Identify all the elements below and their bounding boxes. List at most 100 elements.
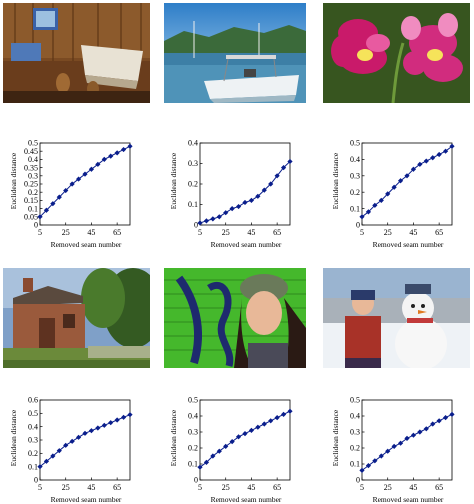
chart-6-xtick-label: 5 — [360, 483, 364, 492]
chart-6-xlabel: Removed seam number — [373, 495, 444, 504]
chart-3-xtick-label: 45 — [409, 228, 417, 237]
chart-2-point — [235, 203, 242, 210]
chart-1-point — [37, 214, 43, 220]
chart-5-ytick-label: 0.2 — [188, 444, 198, 453]
chart-2-point — [210, 216, 216, 222]
chart-5-series-line — [199, 410, 291, 468]
chart-1-ytick-label: 0.35 — [24, 163, 38, 172]
photo-brick-house — [3, 268, 150, 368]
chart-3-point — [449, 143, 455, 149]
chart-4-xtick-label: 25 — [62, 483, 70, 492]
chart-3-point — [436, 151, 442, 158]
chart-6-xtick-label: 25 — [384, 483, 392, 492]
photo-orchid-flowers — [323, 3, 470, 103]
photo-workshop — [3, 3, 150, 103]
chart-1-xtick-label: 5 — [38, 228, 42, 237]
chart-1-point — [50, 201, 56, 207]
chart-4-point — [50, 453, 56, 459]
chart-2-series-line — [199, 161, 291, 224]
chart-2: Euclidean distance Removed seam number 0… — [168, 137, 296, 249]
chart-2-xtick-label: 5 — [198, 228, 202, 237]
chart-3-point — [430, 155, 436, 161]
chart-4: Euclidean distance Removed seam number 0… — [8, 394, 136, 504]
chart-4-xtick-label: 5 — [38, 483, 42, 492]
chart-5-point — [255, 424, 261, 430]
chart-1-frame — [39, 142, 131, 226]
chart-1-xlabel: Removed seam number — [51, 240, 122, 249]
chart-3-ylabel: Euclidean distance — [331, 152, 340, 209]
chart-2-ytick-label: 0.1 — [188, 200, 198, 209]
chart-6-point — [378, 453, 384, 459]
chart-2-point — [216, 214, 222, 220]
chart-2-point — [223, 210, 229, 216]
chart-6-ytick-label: 0.1 — [350, 460, 360, 469]
chart-6-ytick-label: 0.4 — [350, 412, 360, 421]
chart-5-point — [274, 415, 280, 421]
chart-4-xtick-label: 65 — [113, 483, 121, 492]
chart-6-ylabel: Euclidean distance — [331, 409, 340, 466]
chart-3-ytick-label: 0.5 — [350, 139, 360, 148]
chart-4-point — [75, 434, 82, 440]
photo-harbor-boat — [164, 3, 306, 103]
chart-2-ytick-label: 0 — [194, 221, 198, 230]
chart-5-ytick-label: 0.3 — [188, 428, 198, 437]
chart-6-point — [359, 467, 365, 473]
chart-5-point — [248, 427, 255, 433]
chart-4-series-line — [39, 414, 131, 468]
chart-1-ytick-label: 0.45 — [24, 147, 38, 156]
chart-1-point — [82, 171, 88, 177]
chart-4-ytick-label: 0.2 — [28, 449, 38, 458]
chart-1-ytick-label: 0.1 — [28, 204, 38, 213]
chart-3-xlabel: Removed seam number — [373, 240, 444, 249]
chart-1-point — [69, 181, 75, 187]
chart-3: Euclidean distance Removed seam number 0… — [330, 137, 458, 249]
photo-graffiti-girl — [164, 268, 306, 368]
chart-1-point — [56, 194, 62, 200]
chart-5-point — [242, 431, 248, 437]
chart-1-xtick-label: 65 — [113, 228, 121, 237]
chart-1: Euclidean distance Removed seam number 0… — [8, 137, 136, 249]
chart-1-point — [114, 150, 120, 156]
chart-6-point — [404, 435, 410, 441]
chart-4-point — [120, 414, 127, 420]
chart-2-xlabel: Removed seam number — [211, 240, 282, 249]
chart-3-point — [423, 158, 429, 164]
chart-4-point — [88, 428, 95, 434]
chart-4-point — [101, 422, 107, 428]
chart-2-ytick-label: 0.3 — [188, 159, 198, 168]
chart-6-xtick-label: 65 — [435, 483, 443, 492]
chart-5-xlabel: Removed seam number — [211, 495, 282, 504]
chart-6-frame — [361, 399, 453, 481]
chart-6-point — [449, 411, 455, 417]
chart-2-xtick-label: 65 — [273, 228, 281, 237]
chart-6-point — [436, 418, 442, 424]
chart-5-frame — [199, 399, 291, 481]
chart-6-ytick-label: 0.2 — [350, 444, 360, 453]
chart-2-ytick-label: 0.2 — [188, 180, 198, 189]
chart-1-point — [120, 146, 127, 153]
chart-4-point — [114, 417, 120, 423]
chart-1-point — [63, 187, 69, 194]
chart-4-ytick-label: 0.5 — [28, 409, 38, 418]
chart-5: Euclidean distance Removed seam number 0… — [168, 394, 296, 504]
chart-5-ytick-label: 0.5 — [188, 396, 198, 405]
chart-4-point — [82, 430, 88, 436]
chart-6-ytick-label: 0 — [356, 476, 360, 485]
chart-4-point — [108, 420, 114, 426]
chart-2-xtick-label: 25 — [222, 228, 230, 237]
chart-5-xtick-label: 65 — [273, 483, 281, 492]
chart-2-point — [268, 181, 274, 187]
chart-5-point — [210, 453, 216, 459]
chart-1-point — [108, 153, 114, 159]
chart-6: Euclidean distance Removed seam number 0… — [330, 394, 458, 504]
chart-3-ytick-label: 0.4 — [350, 155, 360, 164]
chart-3-ytick-label: 0.1 — [350, 204, 360, 213]
chart-6-svg: Euclidean distance Removed seam number 0… — [331, 396, 455, 504]
chart-1-ytick-label: 0.15 — [24, 196, 38, 205]
chart-4-point — [95, 425, 101, 431]
chart-4-svg: Euclidean distance Removed seam number 0… — [9, 396, 133, 504]
chart-5-ytick-label: 0 — [194, 476, 198, 485]
chart-3-xtick-label: 5 — [360, 228, 364, 237]
chart-6-ytick-label: 0.3 — [350, 428, 360, 437]
chart-2-point — [242, 199, 248, 206]
